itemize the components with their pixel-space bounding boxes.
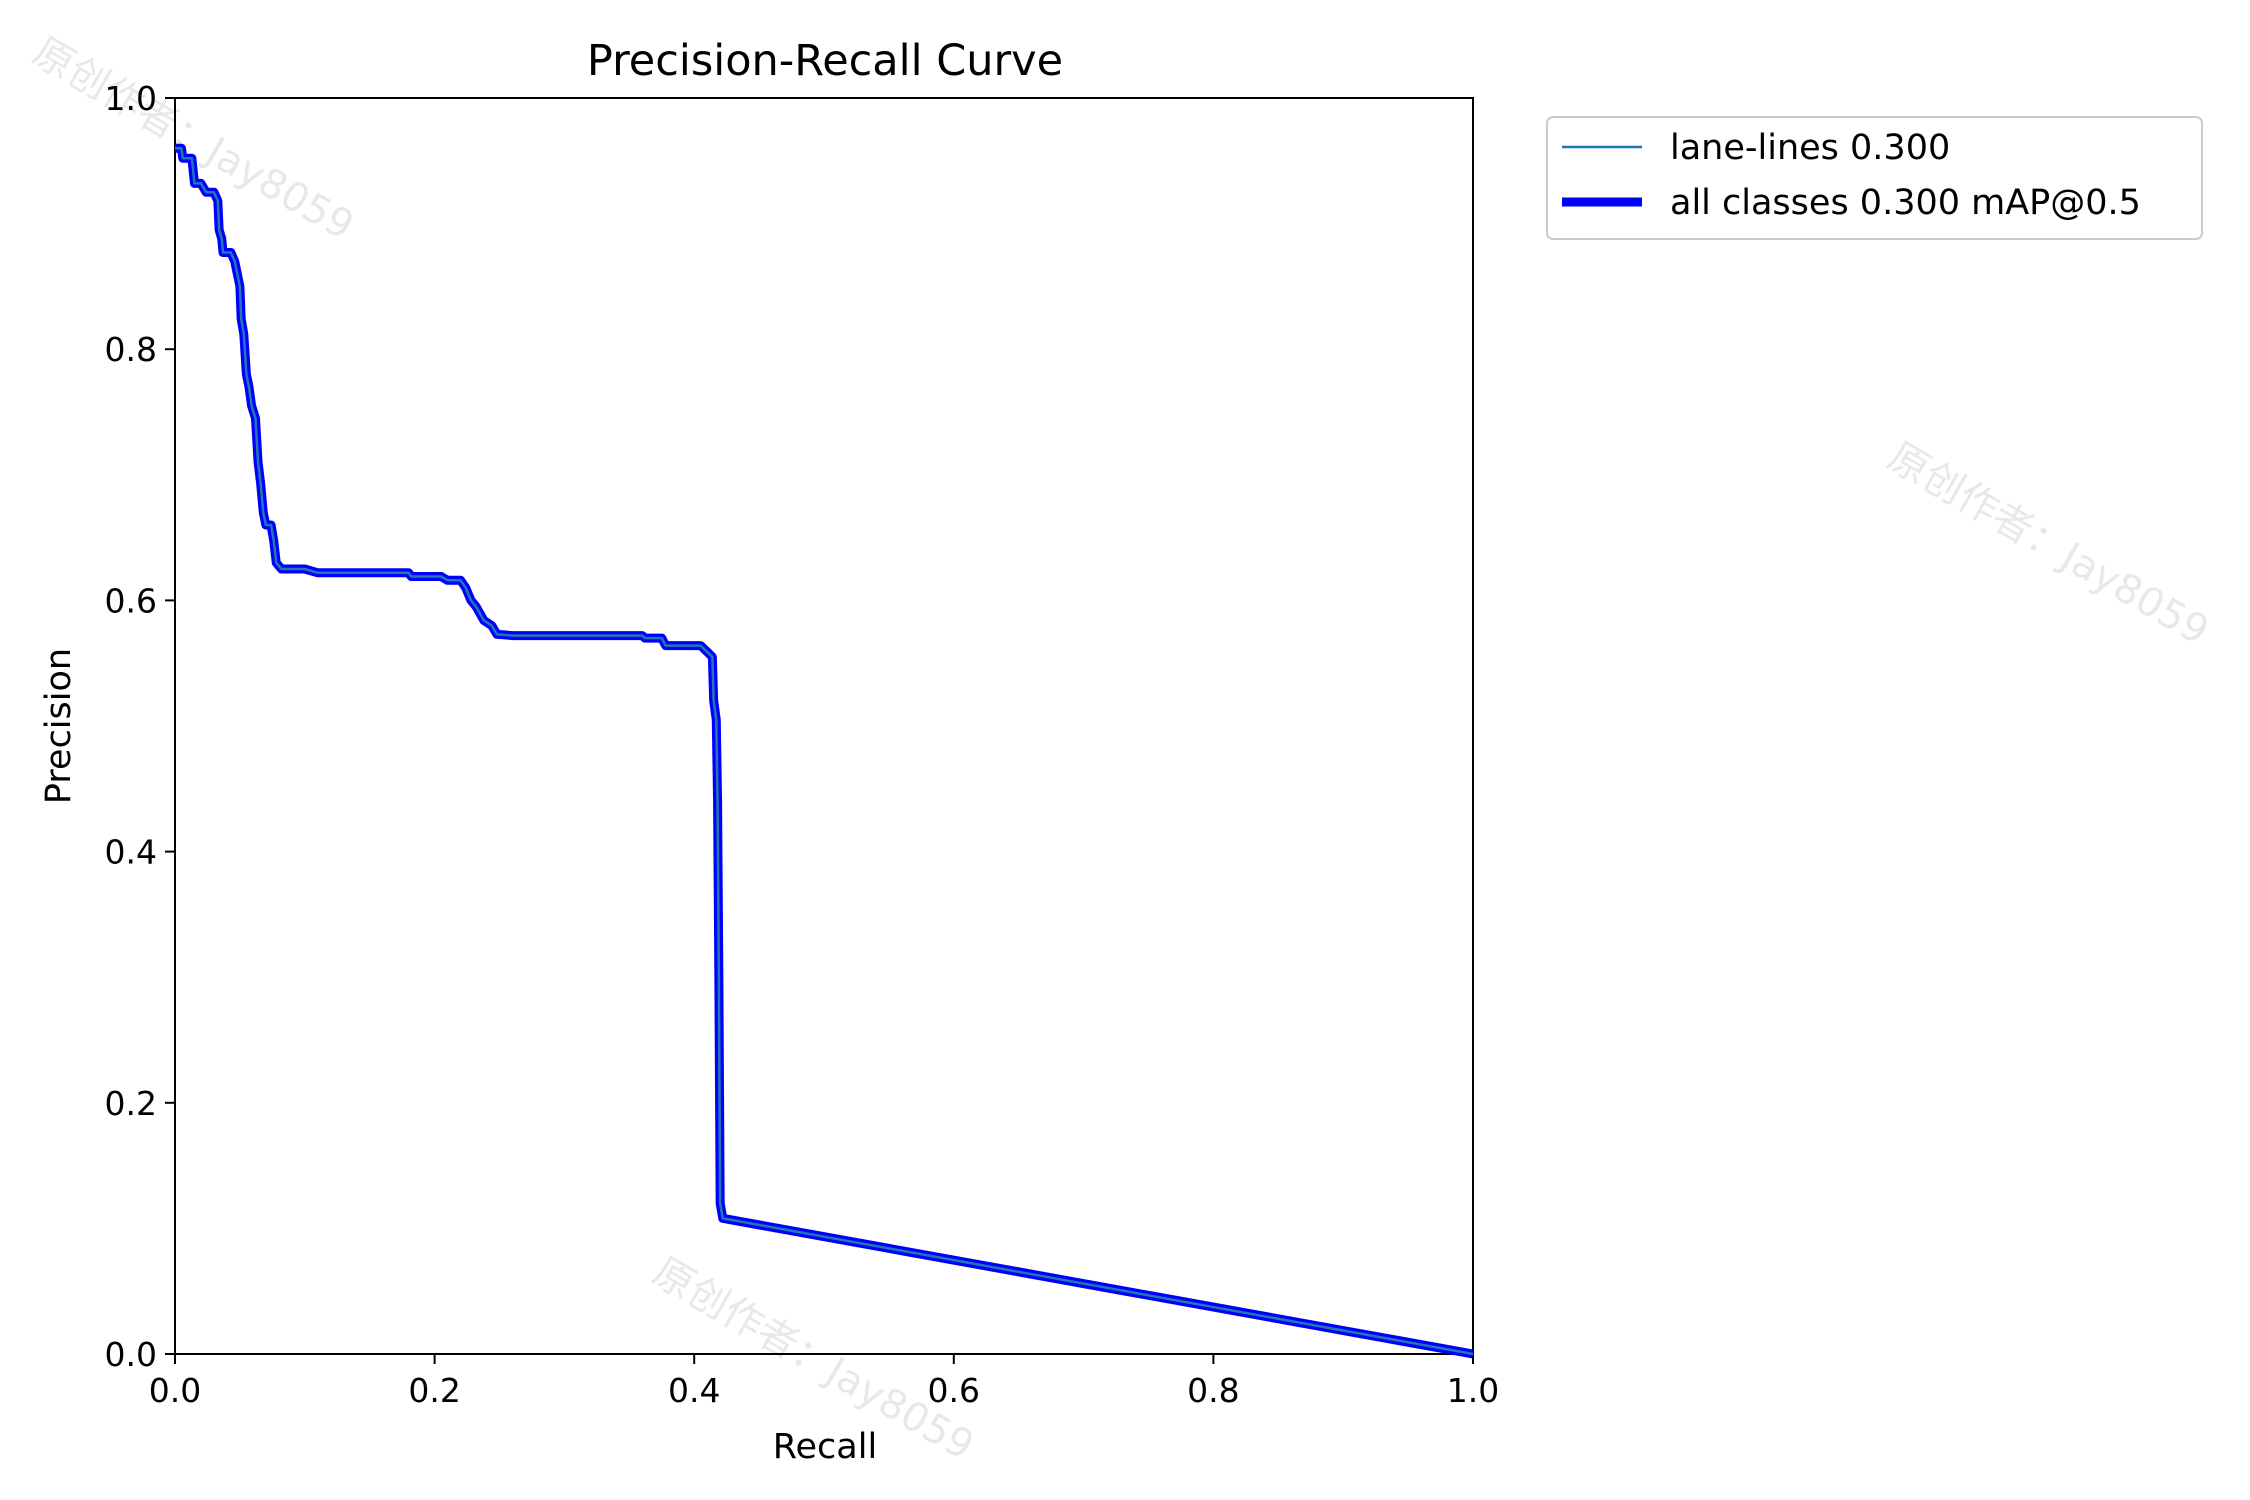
- y-tick-label: 0.2: [105, 1084, 157, 1123]
- legend-label-all-classes: all classes 0.300 mAP@0.5: [1670, 183, 2141, 223]
- plot-frame: [174, 97, 1474, 1355]
- x-tick-label: 1.0: [1447, 1371, 1499, 1410]
- y-axis-label: Precision: [39, 648, 79, 804]
- chart-title: Precision-Recall Curve: [587, 36, 1063, 86]
- y-tick-label: 0.4: [105, 833, 157, 872]
- x-axis-label: Recall: [773, 1427, 877, 1467]
- x-tick-label: 0.4: [668, 1371, 720, 1410]
- x-tick-label: 0.0: [149, 1371, 201, 1410]
- y-axis-ticks: 0.0 0.2 0.4 0.6 0.8 1.0: [105, 79, 175, 1374]
- x-axis-ticks: 0.0 0.2 0.4 0.6 0.8 1.0: [149, 1354, 1499, 1410]
- x-tick-label: 0.2: [408, 1371, 460, 1410]
- y-tick-label: 0.6: [105, 581, 157, 620]
- legend-label-lane-lines: lane-lines 0.300: [1670, 128, 1950, 168]
- x-tick-label: 0.8: [1187, 1371, 1239, 1410]
- legend-box: [1546, 116, 2203, 240]
- y-tick-label: 0.0: [105, 1335, 157, 1374]
- y-tick-label: 0.8: [105, 330, 157, 369]
- legend: lane-lines 0.300 all classes 0.300 mAP@0…: [1546, 116, 2203, 240]
- y-tick-label: 1.0: [105, 79, 157, 118]
- x-tick-label: 0.6: [928, 1371, 980, 1410]
- series-line-lane-lines: [175, 146, 1474, 1356]
- series-layer: [175, 143, 1474, 1359]
